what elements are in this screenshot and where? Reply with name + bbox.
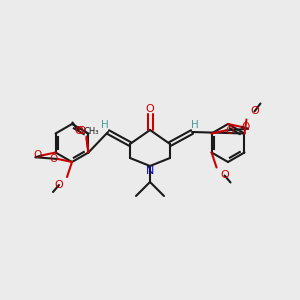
Text: N: N [146, 166, 154, 176]
Text: CH₃: CH₃ [84, 127, 99, 136]
Text: O: O [242, 122, 250, 132]
Text: H: H [101, 120, 109, 130]
Text: O: O [220, 170, 229, 181]
Text: O: O [74, 125, 83, 136]
Text: O: O [225, 125, 234, 136]
Text: O: O [50, 154, 58, 164]
Text: O: O [146, 104, 154, 114]
Text: H: H [191, 120, 199, 130]
Text: O: O [77, 127, 86, 136]
Text: O: O [250, 106, 259, 116]
Text: O: O [33, 151, 42, 160]
Text: O: O [55, 180, 63, 190]
